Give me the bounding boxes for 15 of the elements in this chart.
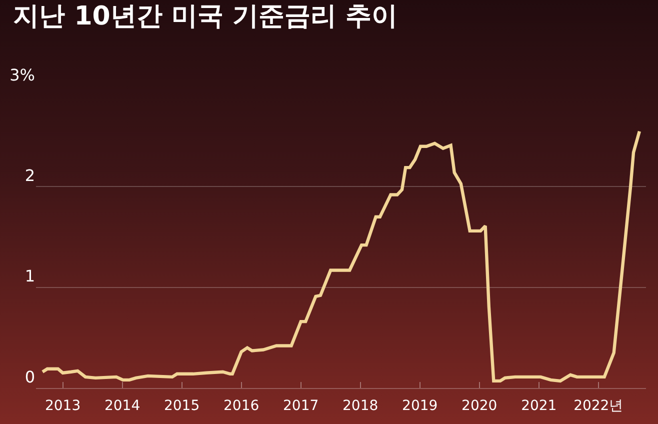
x-tick-label: 2013 (44, 398, 81, 414)
y-tick-label: 0 (24, 367, 35, 386)
x-tick-label: 2022년 (574, 398, 624, 414)
y-tick-label: 2 (24, 166, 35, 186)
y-tick-label: 1 (24, 266, 35, 286)
x-tick-label: 2020 (462, 398, 498, 414)
x-tick-label: 2018 (342, 398, 378, 414)
chart-title: 지난 10년간 미국 기준금리 추이 (13, 2, 398, 32)
y-tick-label: 3% (10, 65, 35, 84)
x-tick-label: 2016 (224, 398, 260, 414)
x-tick-label: 2017 (283, 398, 319, 414)
x-tick-label: 2021 (521, 398, 557, 414)
x-tick-label: 2014 (104, 398, 140, 414)
x-tick-label: 2015 (164, 398, 200, 414)
x-tick-label: 2019 (402, 398, 438, 414)
